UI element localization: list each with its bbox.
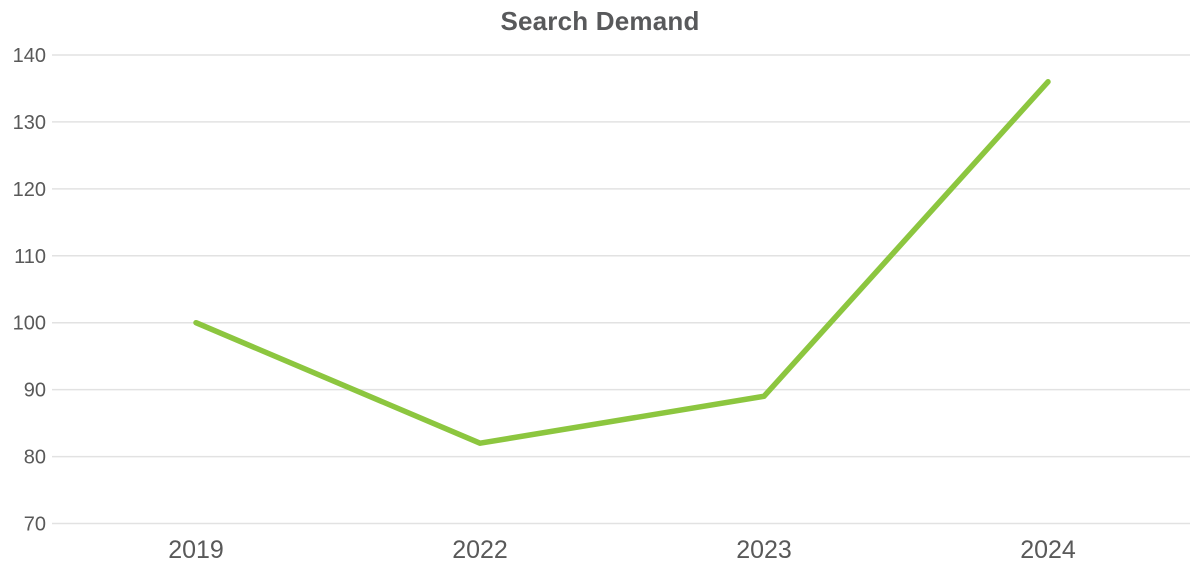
series-line (193, 79, 1051, 446)
y-tick-label: 70 (24, 514, 46, 536)
y-tick-label: 110 (14, 246, 46, 268)
y-tick-label: 80 (24, 447, 46, 469)
y-tick-label: 140 (13, 45, 46, 67)
x-tick-label: 2022 (452, 536, 508, 564)
x-tick-label: 2023 (736, 536, 792, 564)
y-tick-label: 120 (13, 179, 46, 201)
x-tick-label: 2019 (168, 536, 224, 564)
chart-title: Search Demand (500, 6, 700, 36)
y-tick-label: 100 (13, 313, 46, 335)
y-tick-label: 130 (13, 112, 46, 134)
x-tick-label: 2024 (1020, 536, 1076, 564)
y-tick-label: 90 (24, 380, 46, 402)
